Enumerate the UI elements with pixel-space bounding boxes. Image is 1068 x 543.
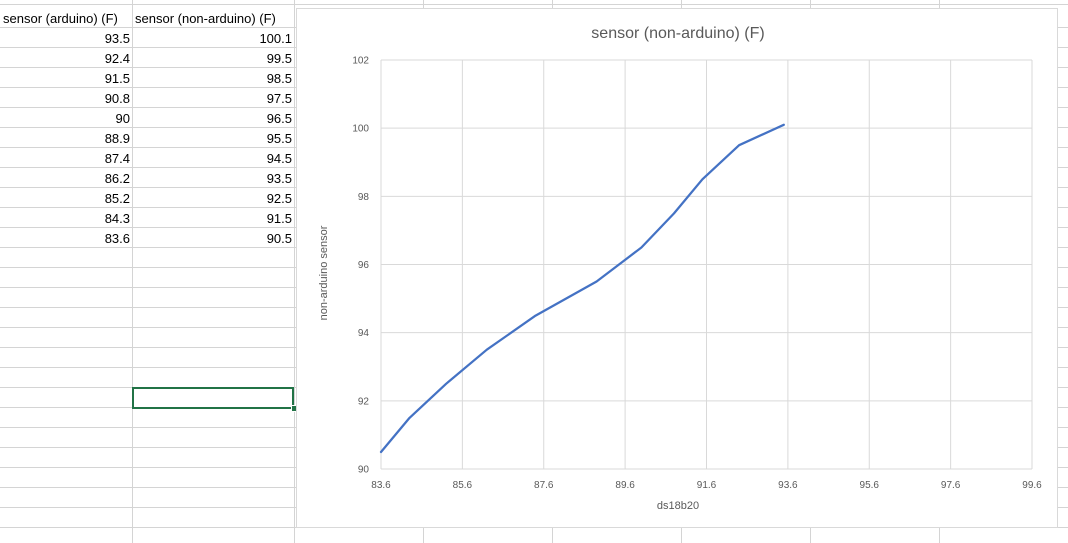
x-tick-label: 99.6	[1022, 480, 1042, 491]
y-gridlines	[381, 59, 1032, 470]
x-tick-label: 87.6	[534, 480, 554, 491]
data-cell[interactable]: 85.2	[104, 191, 130, 206]
x-tick-label: 89.6	[615, 480, 635, 491]
x-tick-label: 85.6	[453, 480, 473, 491]
y-tick-label: 102	[352, 56, 369, 67]
data-cell[interactable]: 98.5	[266, 71, 292, 86]
y-tick-label: 98	[358, 192, 370, 203]
selected-cell[interactable]	[132, 387, 294, 409]
line-chart[interactable]: sensor (non-arduino) (F) 83.6 85.6 87.6 89.…	[296, 8, 1058, 528]
data-cell[interactable]: 91.5	[104, 71, 130, 86]
data-cell[interactable]: 97.5	[266, 91, 292, 106]
data-cell[interactable]: 90.5	[266, 231, 292, 246]
series-line[interactable]	[379, 123, 785, 454]
y-axis-label: non-arduino sensor	[318, 225, 330, 320]
y-tick-label: 94	[358, 328, 370, 339]
column-divider-b	[294, 0, 295, 543]
data-cell[interactable]: 90	[115, 111, 130, 126]
data-cell[interactable]: 92.5	[266, 191, 292, 206]
y-tick-label: 92	[358, 396, 370, 407]
header-cell[interactable]: sensor (non-arduino) (F)	[135, 11, 276, 26]
data-cell[interactable]: 88.9	[104, 131, 130, 146]
column-divider-a	[132, 0, 133, 543]
chart-canvas: sensor (non-arduino) (F) 83.6 85.6 87.6 89.…	[318, 25, 1042, 512]
data-cell[interactable]: 95.5	[266, 131, 292, 146]
y-tick-label: 100	[352, 124, 369, 135]
data-cell[interactable]: 91.5	[266, 211, 292, 226]
x-tick-label: 93.6	[778, 480, 798, 491]
data-cell[interactable]: 83.6	[104, 231, 130, 246]
data-cell[interactable]: 99.5	[266, 51, 292, 66]
data-cell[interactable]: 84.3	[104, 211, 130, 226]
data-cell[interactable]: 92.4	[104, 51, 130, 66]
y-tick-labels: 90 92 94 96 98 100 102	[352, 56, 369, 476]
series-group	[379, 123, 785, 454]
header-cell[interactable]: sensor (arduino) (F)	[3, 11, 118, 26]
chart-title: sensor (non-arduino) (F)	[591, 25, 764, 42]
y-tick-label: 96	[358, 260, 370, 271]
y-tick-label: 90	[358, 465, 370, 476]
data-cell[interactable]: 93.5	[104, 31, 130, 46]
data-cell[interactable]: 87.4	[104, 151, 130, 166]
x-tick-label: 83.6	[371, 480, 391, 491]
data-cell[interactable]: 96.5	[266, 111, 292, 126]
data-cell[interactable]: 100.1	[259, 31, 292, 46]
x-tick-labels: 83.6 85.6 87.6 89.6 91.6 93.6 95.6 97.6 99.6	[371, 480, 1042, 491]
x-tick-label: 91.6	[697, 480, 717, 491]
x-tick-label: 97.6	[941, 480, 961, 491]
x-tick-label: 95.6	[860, 480, 880, 491]
data-cell[interactable]: 86.2	[104, 171, 130, 186]
data-cell[interactable]: 94.5	[266, 151, 292, 166]
data-cell[interactable]: 93.5	[266, 171, 292, 186]
x-axis-label: ds18b20	[657, 500, 699, 512]
data-cell[interactable]: 90.8	[104, 91, 130, 106]
